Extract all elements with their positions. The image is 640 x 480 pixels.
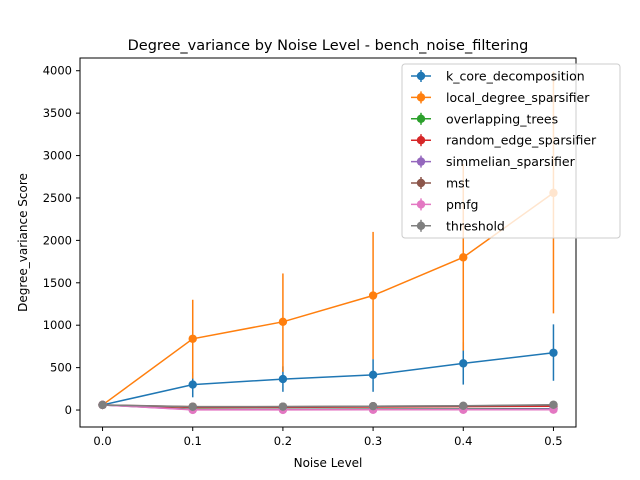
legend-box bbox=[401, 63, 621, 239]
data-point bbox=[278, 402, 288, 411]
data-point bbox=[188, 334, 197, 343]
x-tick-label: 0.0 bbox=[93, 434, 111, 448]
x-tick-label: 0.4 bbox=[454, 434, 472, 448]
legend-swatch-marker bbox=[416, 157, 426, 166]
chart-title: Degree_variance by Noise Level - bench_n… bbox=[128, 38, 529, 54]
data-point bbox=[459, 253, 468, 262]
y-tick-label: 500 bbox=[50, 361, 72, 375]
y-tick-label: 2000 bbox=[43, 233, 72, 247]
legend-entry: k_core_decomposition bbox=[411, 69, 585, 84]
y-tick-label: 3500 bbox=[43, 106, 72, 120]
legend-swatch-marker bbox=[416, 114, 426, 124]
data-point bbox=[549, 348, 558, 357]
y-tick-label: 2500 bbox=[43, 191, 72, 205]
data-point bbox=[368, 291, 378, 300]
x-axis: 0.0 0.1 0.2 0.3 0.4 0.5 bbox=[93, 427, 563, 448]
y-axis: 0 500 1000 1500 2000 2500 3000 3500 4000 bbox=[43, 64, 80, 417]
legend-entry: random_edge_sparsifier bbox=[411, 133, 597, 148]
series-line bbox=[102, 404, 554, 411]
legend-label: random_edge_sparsifier bbox=[446, 133, 597, 148]
series-line bbox=[102, 404, 554, 408]
legend-label: simmelian_sparsifier bbox=[446, 154, 576, 169]
legend-label: k_core_decomposition bbox=[446, 69, 585, 84]
legend-entry: threshold bbox=[411, 218, 505, 233]
data-point bbox=[278, 374, 288, 384]
x-tick-label: 0.2 bbox=[274, 434, 292, 448]
legend: k_core_decomposition local_degree_sparsif… bbox=[401, 63, 621, 239]
legend-label: mst bbox=[446, 176, 470, 191]
series-line bbox=[102, 192, 554, 406]
y-axis-label: Degree_variance Score bbox=[16, 173, 30, 312]
x-axis-label: Noise Level bbox=[294, 456, 363, 470]
data-point bbox=[98, 400, 107, 410]
legend-label: local_degree_sparsifier bbox=[446, 90, 590, 105]
legend-entry: overlapping_trees bbox=[411, 111, 558, 126]
series-threshold bbox=[98, 400, 558, 412]
legend-swatch-marker bbox=[416, 200, 426, 209]
legend-label: pmfg bbox=[446, 197, 478, 212]
data-point bbox=[459, 359, 468, 368]
x-tick-label: 0.1 bbox=[184, 434, 202, 448]
series-line bbox=[102, 352, 554, 406]
x-tick-label: 0.3 bbox=[364, 434, 382, 448]
x-tick-label: 0.5 bbox=[544, 434, 562, 448]
data-point bbox=[368, 402, 378, 411]
legend-entry: simmelian_sparsifier bbox=[411, 154, 576, 169]
legend-entry: pmfg bbox=[411, 197, 478, 212]
data-point bbox=[188, 402, 197, 412]
legend-entry: local_degree_sparsifier bbox=[411, 90, 590, 105]
series-k_core_decomposition bbox=[98, 324, 558, 410]
data-point bbox=[188, 380, 197, 389]
data-point bbox=[549, 400, 558, 409]
data-point bbox=[278, 317, 288, 327]
legend-label: overlapping_trees bbox=[446, 111, 558, 126]
y-tick-label: 1500 bbox=[43, 276, 72, 290]
y-tick-label: 3000 bbox=[43, 149, 72, 163]
data-point bbox=[368, 370, 378, 380]
plot-area bbox=[79, 57, 577, 428]
legend-entry: mst bbox=[411, 176, 470, 191]
y-tick-label: 0 bbox=[65, 403, 72, 417]
legend-swatch-marker bbox=[416, 178, 426, 188]
legend-label: threshold bbox=[446, 218, 505, 233]
y-tick-label: 1000 bbox=[43, 318, 72, 332]
legend-swatch-marker bbox=[416, 71, 426, 81]
legend-swatch-marker bbox=[416, 93, 426, 102]
legend-swatch-marker bbox=[416, 136, 426, 145]
data-point bbox=[459, 401, 468, 410]
y-tick-label: 4000 bbox=[43, 64, 72, 78]
legend-swatch-marker bbox=[416, 221, 426, 230]
